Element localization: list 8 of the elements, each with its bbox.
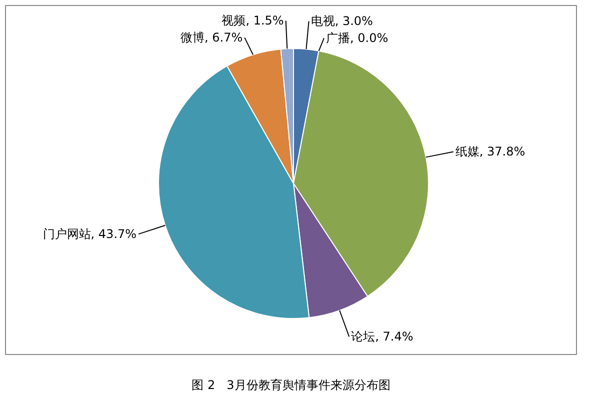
- slice-label: 视频, 1.5%: [222, 14, 284, 28]
- slice-label: 门户网站, 43.7%: [42, 227, 137, 242]
- slice-label: 论坛, 7.4%: [351, 330, 414, 344]
- caption: 图 2 3月份教育舆情事件来源分布图: [192, 377, 390, 394]
- legend-label: 广播, 0.0%: [326, 31, 388, 46]
- slice-label: 纸媒, 37.8%: [455, 144, 526, 159]
- slice-label: 电视, 3.0%: [310, 14, 373, 28]
- slice-label: 微博, 6.7%: [180, 30, 243, 45]
